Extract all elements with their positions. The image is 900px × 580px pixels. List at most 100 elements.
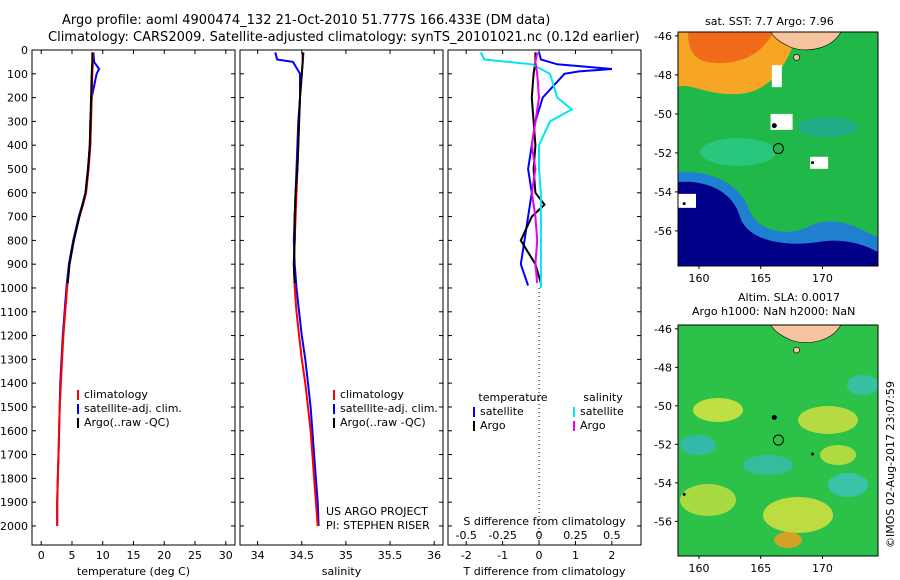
lon-tick-label: 160 (688, 272, 709, 285)
sst-cloud-gap (810, 156, 829, 169)
depth-tick-label: 0 (21, 44, 28, 57)
sla-map-title-line2: Argo h1000: NaN h2000: NaN (692, 305, 856, 318)
land-new-zealand (770, 32, 842, 51)
depth-tick-label: 1400 (0, 377, 28, 390)
lat-tick-label: -50 (654, 400, 672, 413)
sst-map-title: sat. SST: 7.7 Argo: 7.96 (705, 15, 834, 28)
depth-tick-label: 1000 (0, 282, 28, 295)
x-tick-label: -1 (497, 549, 508, 562)
x-tick-label: 0 (38, 549, 45, 562)
lat-tick-label: -52 (654, 147, 672, 160)
depth-tick-label: 2000 (0, 520, 28, 533)
depth-tick-label: 1200 (0, 330, 28, 343)
lat-tick-label: -54 (654, 186, 672, 199)
lat-tick-label: -46 (654, 323, 672, 336)
depth-tick-label: 1300 (0, 353, 28, 366)
x-tick-label: 15 (127, 549, 141, 562)
land-auckland-islands (771, 414, 777, 420)
land-stewart-island (793, 54, 800, 61)
plot-frame-temperature-profile (31, 49, 236, 546)
top-x-tick-label: 0 (536, 529, 543, 542)
sla-anomaly-patch (820, 445, 856, 465)
lat-tick-label: -52 (654, 438, 672, 451)
lon-tick-label: 165 (750, 562, 771, 575)
lat-tick-label: -46 (654, 30, 672, 43)
depth-tick-label: 400 (7, 139, 28, 152)
sla-anomaly-patch (798, 406, 858, 434)
figure-title-line2: Climatology: CARS2009. Satellite-adjuste… (48, 30, 640, 45)
x-axis-label: salinity (322, 565, 362, 578)
x-axis-label: T difference from climatology (463, 565, 626, 578)
depth-tick-label: 1600 (0, 425, 28, 438)
depth-tick-label: 1900 (0, 496, 28, 509)
x-tick-label: -2 (461, 549, 472, 562)
legend-label: Argo (580, 419, 606, 432)
sla-map-frame (677, 324, 879, 557)
pi-name-label: PI: STEPHEN RISER (326, 519, 430, 532)
sst-map-frame (677, 31, 879, 267)
x-tick-label: 34.5 (290, 549, 315, 562)
series-line-salinity-satellite (479, 51, 574, 288)
depth-tick-label: 1100 (0, 306, 28, 319)
sla-anomaly-patch (763, 497, 833, 533)
lon-tick-label: 165 (750, 272, 771, 285)
sst-cloud-gap (771, 65, 782, 88)
sst-cloud-gap (678, 193, 696, 208)
legend-header-salinity: salinity (583, 391, 623, 404)
sla-map-group (675, 324, 879, 559)
x-tick-label: 34 (251, 549, 265, 562)
lat-tick-label: -56 (654, 515, 672, 528)
legend-label: satellite (580, 405, 624, 418)
top-x-tick-label: 0.5 (603, 529, 621, 542)
plot-frame-difference-from-climatology (447, 49, 642, 546)
legend-label: satellite (480, 405, 524, 418)
argo-profile-marker (772, 434, 784, 446)
sla-anomaly-patch (743, 455, 793, 475)
lat-tick-label: -48 (654, 361, 672, 374)
x-tick-label: 35.5 (378, 549, 403, 562)
lon-tick-label: 160 (688, 562, 709, 575)
depth-tick-label: 800 (7, 234, 28, 247)
legend-label: satellite-adj. clim. (84, 402, 182, 415)
pi-project-label: US ARGO PROJECT (326, 505, 428, 518)
sla-anomaly-patch (693, 398, 743, 422)
depth-tick-label: 1500 (0, 401, 28, 414)
top-x-tick-label: -0.25 (488, 529, 516, 542)
top-x-tick-label: -0.5 (455, 529, 476, 542)
argo-profile-marker (772, 143, 784, 155)
land-macquarie-island (682, 202, 686, 206)
land-campbell-island (811, 452, 815, 456)
legend-label: Argo(..raw -QC) (340, 416, 426, 429)
plot-frame-salinity-profile (239, 49, 444, 546)
x-axis-label: temperature (deg C) (77, 565, 190, 578)
sla-anomaly-patch (680, 435, 716, 455)
depth-tick-label: 1800 (0, 472, 28, 485)
land-macquarie-island (682, 492, 686, 496)
land-auckland-islands (771, 123, 777, 129)
depth-tick-label: 300 (7, 115, 28, 128)
x-tick-label: 1 (572, 549, 579, 562)
sla-map-field (678, 325, 878, 556)
x-tick-label: 10 (96, 549, 110, 562)
x-tick-label: 35 (339, 549, 353, 562)
x-tick-label: 5 (68, 549, 75, 562)
legend-label: satellite-adj. clim. (340, 402, 438, 415)
legend-label: climatology (340, 388, 404, 401)
x-tick-label: 30 (219, 549, 233, 562)
lat-tick-label: -48 (654, 69, 672, 82)
sla-anomaly-patch (847, 375, 878, 395)
depth-tick-label: 700 (7, 211, 28, 224)
depth-tick-label: 1700 (0, 449, 28, 462)
depth-tick-label: 900 (7, 258, 28, 271)
lat-tick-label: -56 (654, 225, 672, 238)
sla-anomaly-patch (680, 484, 736, 516)
sst-patch (700, 138, 776, 166)
series-line-climatology (56, 52, 94, 526)
depth-tick-label: 500 (7, 163, 28, 176)
depth-tick-label: 600 (7, 187, 28, 200)
sla-anomaly-patch (774, 532, 802, 548)
series-line-satellite-adj-clim- (56, 52, 101, 526)
sst-map-field (678, 32, 878, 266)
legend-label: climatology (84, 388, 148, 401)
